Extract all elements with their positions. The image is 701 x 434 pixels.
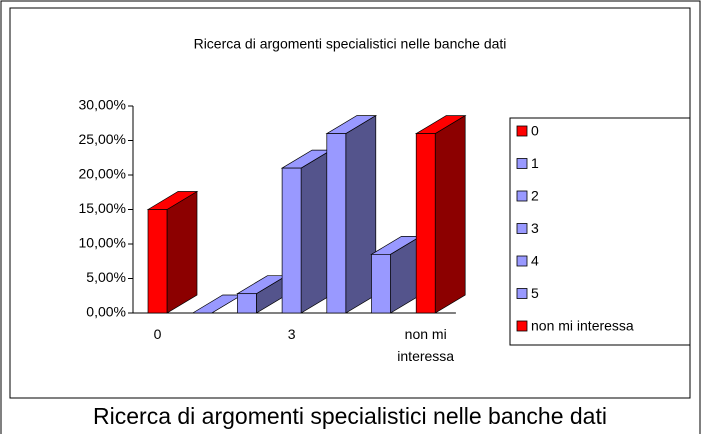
legend-label: 0 [531,123,539,139]
y-tick-label: 15,00% [79,200,126,216]
legend-label: 2 [531,188,539,204]
bar-side [434,114,466,314]
bar-side [166,190,198,314]
bar-front [326,133,347,314]
legend-label: 4 [531,253,539,269]
bar-front [371,254,391,314]
legend-swatch [516,255,528,267]
y-tick-label: 30,00% [79,97,126,113]
legend-swatch [516,190,528,202]
legend-label: 5 [531,285,539,301]
legend-swatch [516,158,528,169]
y-tick-label: 20,00% [79,166,126,182]
bar-front [147,209,168,314]
legend-swatch [516,125,528,137]
legend-swatch [516,223,528,234]
y-tick-label: 0,00% [86,304,126,320]
legend-label: 3 [531,220,539,236]
legend-swatch [516,288,528,299]
legend-box [509,117,691,346]
bar-front [281,167,302,314]
caption: Ricerca di argomenti specialistici nelle… [93,403,607,429]
legend-label: non mi interessa [531,318,634,334]
x-tick-label: non mi interessa [397,326,455,364]
legend-label: 1 [531,155,539,171]
y-tick-label: 5,00% [86,269,126,285]
chart-title: Ricerca di argomenti specialistici nelle… [194,36,507,52]
bar-front [415,133,436,314]
y-tick-label: 25,00% [79,131,126,147]
x-tick-label: 3 [287,326,296,342]
x-tick-label: 0 [153,326,162,342]
legend-swatch [516,320,528,332]
y-tick-label: 10,00% [79,235,126,251]
bar-front [237,293,257,314]
